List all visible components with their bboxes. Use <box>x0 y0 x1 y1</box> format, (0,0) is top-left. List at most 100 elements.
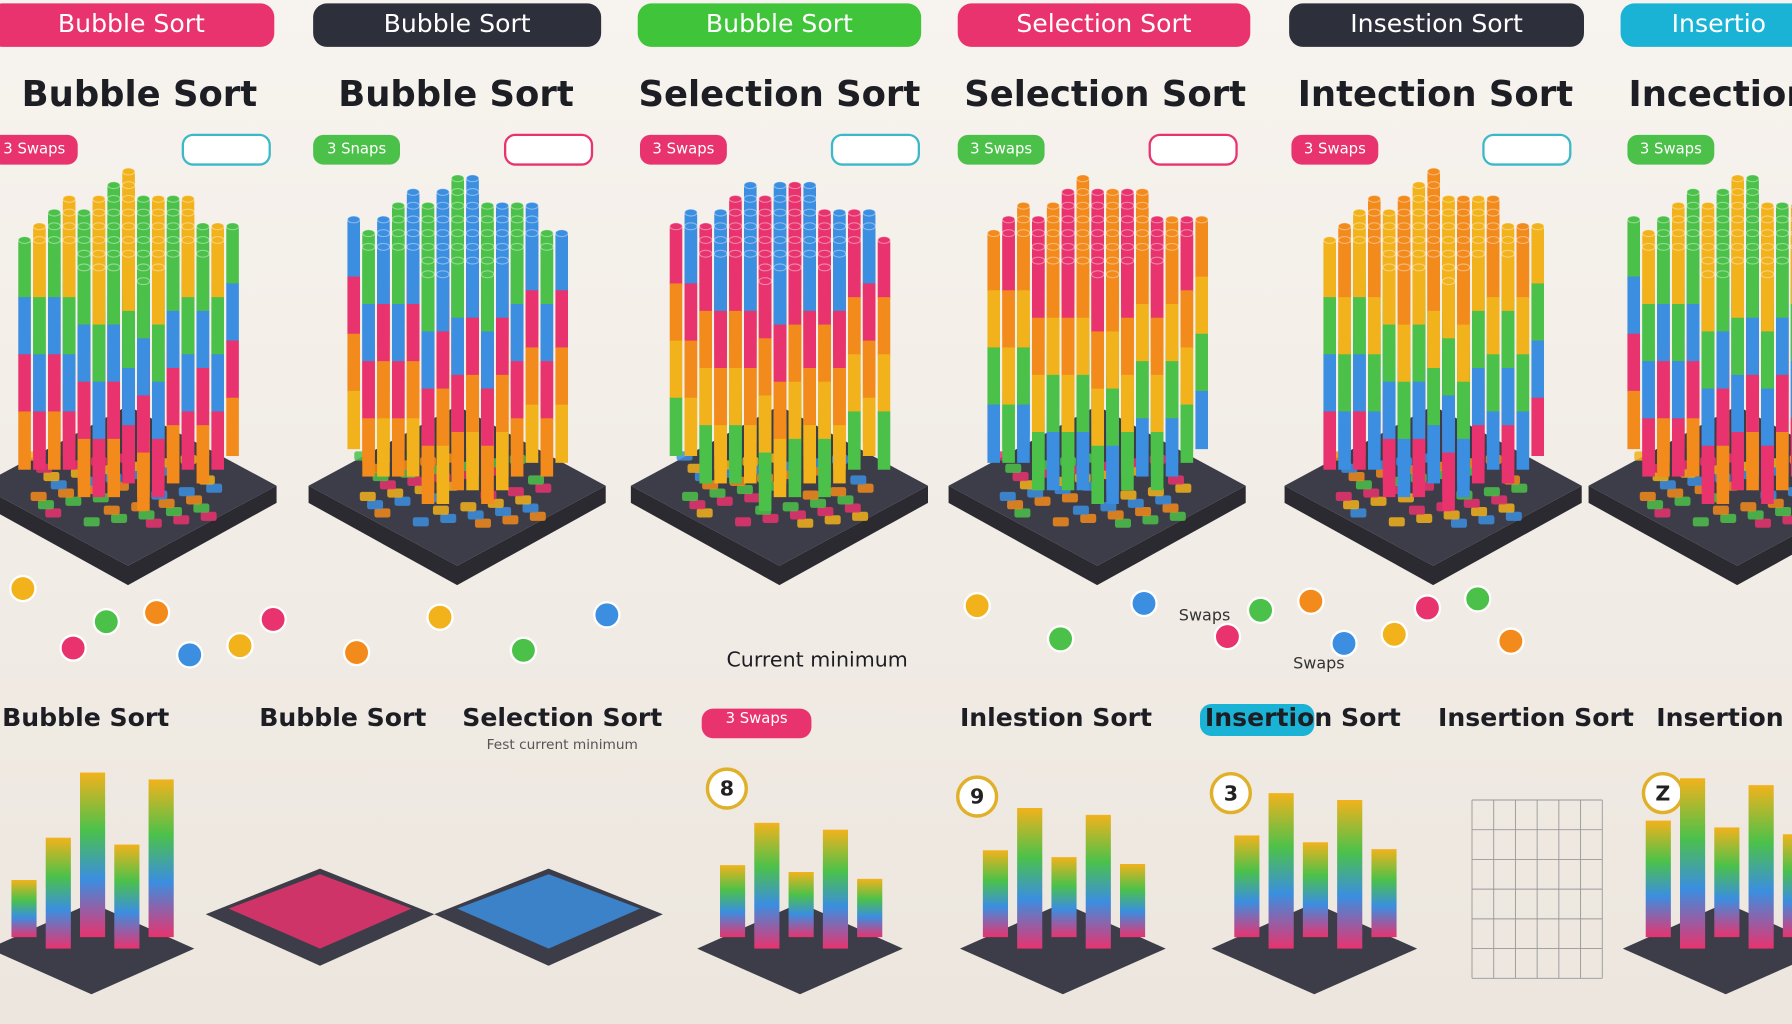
column-cap <box>450 174 465 183</box>
column-segment <box>1382 438 1396 498</box>
column-cap <box>495 242 510 251</box>
column-segment <box>1121 317 1134 376</box>
column-segment <box>481 274 494 333</box>
badge <box>705 767 748 810</box>
ball <box>509 636 538 664</box>
mini-grid <box>1471 799 1603 979</box>
tile <box>1647 500 1664 510</box>
mini-bar <box>1748 785 1774 949</box>
column-segment <box>406 361 420 420</box>
tile <box>178 487 195 497</box>
column-cap <box>106 249 121 258</box>
column-segment <box>848 240 861 299</box>
column-segment <box>377 418 390 477</box>
column-segment <box>211 240 224 299</box>
column-cap <box>406 188 420 196</box>
column-cap <box>1456 236 1471 244</box>
column-cap <box>773 181 787 190</box>
column-segment <box>877 297 891 356</box>
column-segment <box>48 354 61 413</box>
column-segment <box>684 340 698 399</box>
tab-pill <box>1289 3 1584 47</box>
column-cap <box>166 222 180 231</box>
column-segment <box>1701 388 1715 447</box>
column-segment <box>540 246 554 306</box>
swap-tag-label: 3 Swaps <box>652 140 714 158</box>
column-segment <box>540 418 554 477</box>
column-cap <box>151 222 166 231</box>
column-cap <box>1150 229 1164 238</box>
tile <box>1654 508 1671 518</box>
column-segment <box>1397 267 1411 326</box>
column-segment <box>848 297 861 356</box>
column-cap <box>1760 201 1775 210</box>
mini-bar <box>1371 849 1397 938</box>
column-segment <box>1106 445 1119 504</box>
column-cap <box>1120 188 1135 196</box>
tile <box>83 517 100 527</box>
column-segment <box>862 226 876 285</box>
tile <box>1061 493 1078 503</box>
column-cap <box>1775 242 1790 251</box>
column-cap <box>436 270 450 279</box>
column-cap <box>1061 201 1075 210</box>
column-segment <box>466 432 479 491</box>
tile <box>782 502 799 512</box>
column-cap <box>121 181 136 190</box>
tab-pill <box>0 3 275 47</box>
column-segment <box>1195 219 1208 278</box>
mini-bar <box>1120 864 1146 938</box>
column-segment <box>347 219 360 278</box>
column-segment <box>211 297 224 356</box>
column-segment <box>758 281 772 340</box>
tile <box>696 508 713 518</box>
column-segment <box>1731 317 1744 376</box>
column-cap <box>1076 174 1090 183</box>
column-block <box>308 174 606 586</box>
tile <box>412 517 429 527</box>
column-cap <box>62 222 76 231</box>
column-segment <box>1672 361 1685 420</box>
column-segment <box>1076 317 1090 376</box>
column-cap <box>151 263 166 272</box>
column-cap <box>1135 215 1150 224</box>
mini-bar <box>1714 827 1740 938</box>
tile <box>1014 508 1031 518</box>
column-cap <box>421 215 435 224</box>
column-segment <box>1746 317 1759 376</box>
column-segment <box>137 395 150 454</box>
column-segment <box>392 246 405 306</box>
column-cap <box>539 229 554 238</box>
mini-bar <box>1017 808 1043 949</box>
column-cap <box>1090 215 1105 224</box>
column-segment <box>137 281 150 340</box>
column-segment <box>729 310 742 370</box>
column-segment <box>1165 361 1179 420</box>
column-segment <box>699 368 712 427</box>
bottom-subtitle: Fest current minimum <box>487 737 638 753</box>
column-segment <box>196 368 210 427</box>
column-segment <box>362 246 375 306</box>
tile <box>37 500 54 510</box>
column-segment <box>377 304 390 363</box>
column-cap <box>1322 236 1337 244</box>
tile <box>852 511 869 521</box>
column-cap <box>1745 188 1760 196</box>
swap-tag <box>0 134 78 165</box>
column-segment <box>1136 418 1149 477</box>
tab-pill <box>957 3 1251 47</box>
column-cap <box>1775 215 1790 224</box>
tile <box>1169 511 1186 521</box>
column-segment <box>699 253 712 312</box>
column-segment <box>1746 432 1759 491</box>
column-segment <box>122 253 135 312</box>
column-segment <box>1686 246 1700 306</box>
column-segment <box>1046 317 1060 376</box>
column-segment <box>436 331 450 390</box>
column-segment <box>362 361 375 420</box>
column-cap <box>847 236 862 244</box>
section-heading: Intection Sort <box>1298 74 1574 115</box>
column-segment <box>1091 445 1104 504</box>
column-segment <box>211 411 224 470</box>
column-cap <box>361 242 376 251</box>
